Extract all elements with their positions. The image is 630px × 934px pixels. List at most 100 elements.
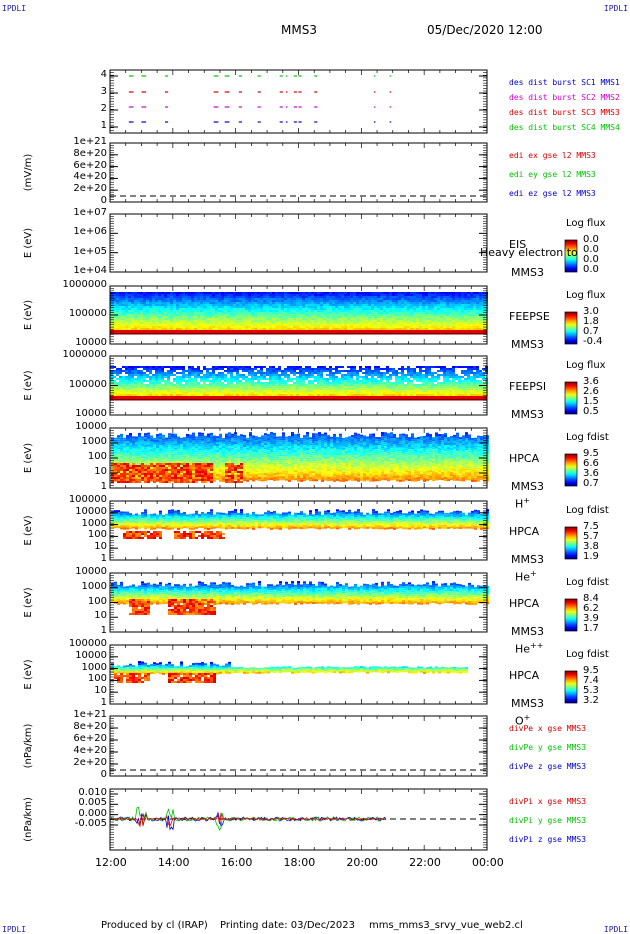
spectro-cell: [266, 308, 269, 310]
spectro-cell: [389, 322, 392, 324]
spectro-cell: [416, 324, 419, 326]
spectro-cell: [356, 316, 359, 318]
spectro-cell: [257, 318, 260, 320]
spectro-cell: [224, 388, 227, 390]
spectro-cell: [116, 372, 119, 374]
spectro-cell: [416, 308, 419, 310]
spectro-cell: [392, 372, 395, 374]
spectro-cell: [266, 326, 269, 328]
spectro-cell: [281, 294, 284, 296]
spectro-cell: [143, 328, 146, 330]
spectro-cell: [179, 296, 182, 298]
spectro-cell: [119, 388, 122, 390]
spectro-cell: [164, 380, 167, 382]
spectro-cell: [287, 388, 290, 390]
spectro-cell: [230, 378, 233, 380]
spectro-cell: [158, 386, 161, 388]
spectro-cell: [437, 366, 440, 368]
spectro-cell: [269, 302, 272, 304]
spectro-cell: [437, 308, 440, 310]
spectro-cell: [135, 456, 138, 459]
spectro-hot: [120, 465, 123, 467]
spectro-cell: [473, 384, 476, 386]
spectro-cell: [134, 382, 137, 384]
spectro-cell: [206, 378, 209, 380]
spectro-cell: [374, 322, 377, 324]
spectro-cell: [263, 382, 266, 384]
spectro-cell: [341, 392, 344, 394]
spectro-cell: [449, 380, 452, 382]
spectro-cell: [467, 386, 470, 388]
spectro-cell: [335, 376, 338, 378]
spectro-cell: [128, 384, 131, 386]
spectro-cell: [479, 318, 482, 320]
spectro-cell: [377, 366, 380, 368]
spectro-cell: [239, 308, 242, 310]
spectro-cell: [464, 382, 467, 384]
spectro-cell: [164, 376, 167, 378]
spectro-cell: [299, 320, 302, 322]
spectro-cell: [185, 308, 188, 310]
spectro-cell: [185, 380, 188, 382]
spectro-cell: [227, 296, 230, 298]
spectro-cell: [470, 380, 473, 382]
spectro-cell: [182, 298, 185, 300]
spectro-cell: [125, 320, 128, 322]
spectro-cell: [470, 322, 473, 324]
spectro-cell: [173, 390, 176, 392]
spectro-cell: [119, 324, 122, 326]
spectro-cell: [269, 394, 272, 396]
spectro-cell: [356, 328, 359, 330]
spectro-cell: [350, 328, 353, 330]
spectro-cell: [254, 376, 257, 378]
spectro-cell: [479, 374, 482, 376]
spectro-cell: [263, 310, 266, 312]
spectro-cell: [458, 366, 461, 368]
spectro-cell: [398, 322, 401, 324]
spectro-cell: [407, 368, 410, 370]
spectro-cell: [140, 294, 143, 296]
spectro-cell: [374, 326, 377, 328]
spectro-cell: [221, 390, 224, 392]
spectro-cell: [152, 366, 155, 368]
spectro-cell: [425, 300, 428, 302]
spectro-cell: [134, 394, 137, 396]
spectro-cell: [443, 368, 446, 370]
spectro-cell: [218, 392, 221, 394]
spectro-cell: [218, 372, 221, 374]
spectro-cell: [122, 370, 125, 372]
spectro-cell: [113, 318, 116, 320]
spectro-cell: [299, 324, 302, 326]
spectro-hot: [123, 469, 126, 471]
spectro-cell: [368, 388, 371, 390]
spectro-hot: [111, 471, 114, 473]
spectro-cell: [419, 308, 422, 310]
spectro-cell: [254, 374, 257, 376]
spectro-cell: [389, 388, 392, 390]
spectro-cell: [314, 372, 317, 374]
spectro-cell: [371, 320, 374, 322]
spectro-cell: [314, 292, 317, 294]
spectro-cell: [383, 292, 386, 294]
spectro-cell: [305, 394, 308, 396]
spectro-cell: [197, 302, 200, 304]
spectro-cell: [416, 292, 419, 294]
spectro-cell: [440, 324, 443, 326]
spectro-cell: [224, 390, 227, 392]
spectro-cell: [434, 308, 437, 310]
spectro-cell: [135, 444, 138, 447]
spectro-cell: [404, 322, 407, 324]
spectro-cell: [335, 292, 338, 294]
spectro-cell: [131, 326, 134, 328]
spectro-cell: [119, 308, 122, 310]
spectro-cell: [368, 384, 371, 386]
spectro-cell: [278, 312, 281, 314]
spectro-cell: [227, 390, 230, 392]
spectro-cell: [233, 378, 236, 380]
spectro-cell: [314, 390, 317, 392]
spectro-cell: [296, 394, 299, 396]
spectro-cell: [371, 302, 374, 304]
spectro-cell: [446, 292, 449, 294]
spectro-cell: [389, 320, 392, 322]
spectro-cell: [242, 310, 245, 312]
